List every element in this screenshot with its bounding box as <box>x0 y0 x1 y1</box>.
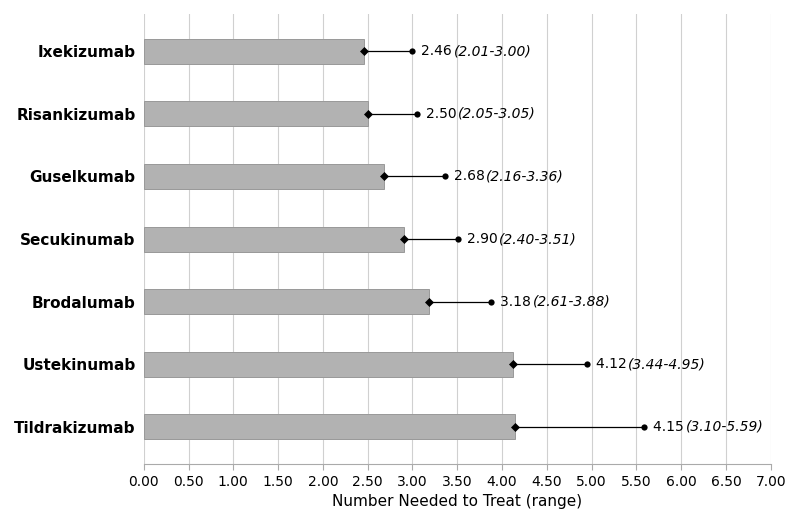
Bar <box>144 351 513 377</box>
Text: (3.44-4.95): (3.44-4.95) <box>628 357 706 371</box>
Text: (3.10-5.59): (3.10-5.59) <box>686 419 763 434</box>
Text: (2.61-3.88): (2.61-3.88) <box>533 294 610 309</box>
Text: (2.40-3.51): (2.40-3.51) <box>499 232 577 246</box>
Text: (2.16-3.36): (2.16-3.36) <box>486 169 564 184</box>
Text: (2.05-3.05): (2.05-3.05) <box>458 107 536 121</box>
Text: 2.68: 2.68 <box>454 169 489 184</box>
Bar <box>144 39 364 64</box>
Text: 2.50: 2.50 <box>426 107 461 121</box>
Bar <box>144 289 429 314</box>
Text: (2.01-3.00): (2.01-3.00) <box>454 44 531 59</box>
Text: 4.12: 4.12 <box>596 357 631 371</box>
Text: 2.90: 2.90 <box>467 232 502 246</box>
Text: 3.18: 3.18 <box>500 294 535 309</box>
X-axis label: Number Needed to Treat (range): Number Needed to Treat (range) <box>332 494 582 509</box>
Text: 4.15: 4.15 <box>654 419 689 434</box>
Bar <box>144 101 368 127</box>
Text: 2.46: 2.46 <box>422 44 457 59</box>
Bar <box>144 414 515 439</box>
Bar <box>144 226 403 252</box>
Bar <box>144 164 384 189</box>
